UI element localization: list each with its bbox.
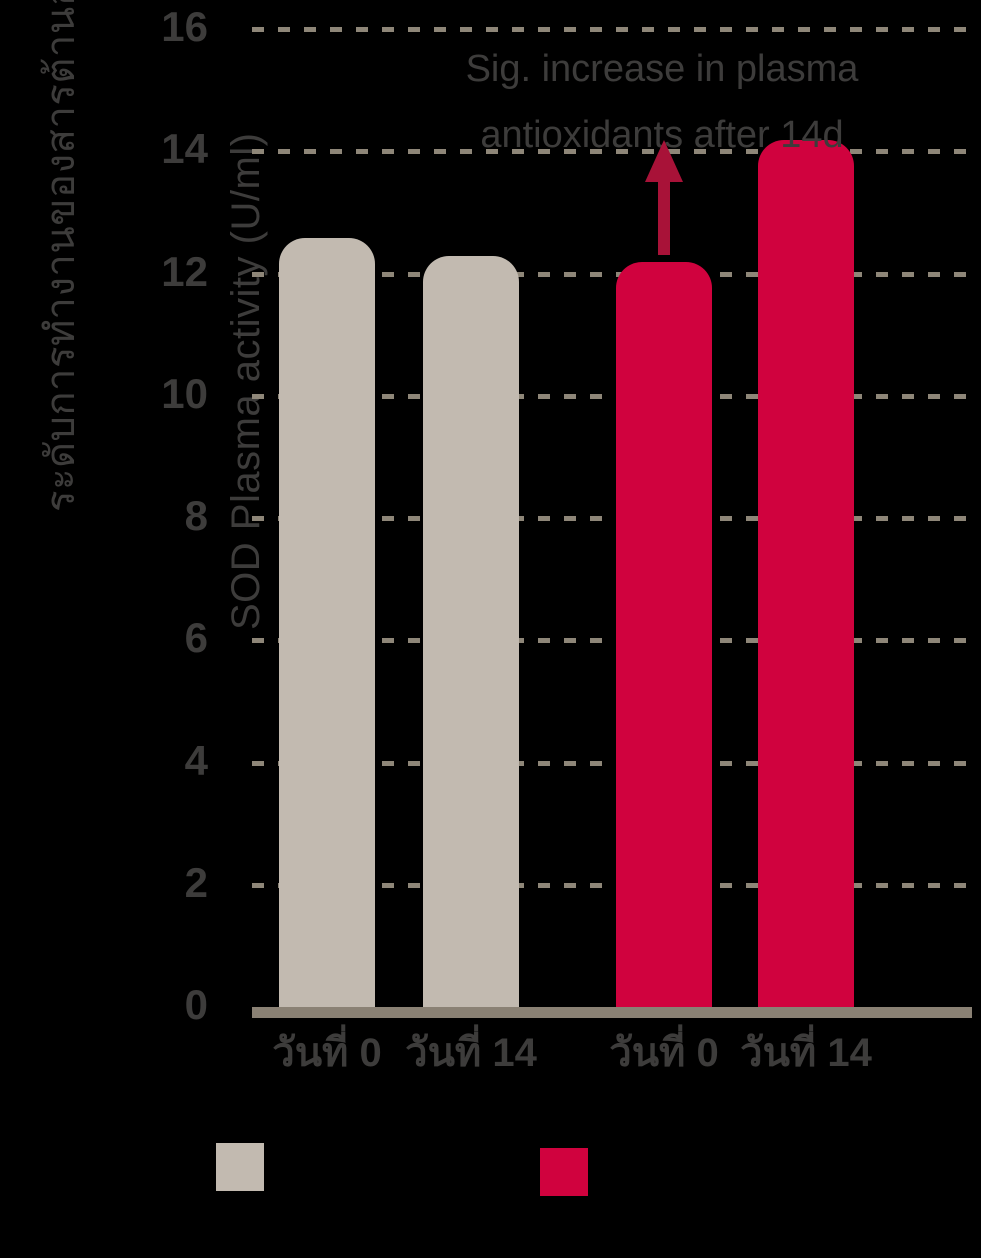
gridline-6: [252, 638, 975, 644]
x-axis-label-4: วันที่ 14: [740, 1031, 872, 1075]
gridline-2: [252, 882, 975, 888]
x-axis-label-3: วันที่ 0: [609, 1031, 719, 1075]
bar-3: [616, 262, 712, 1008]
y-tick-label-12: 12: [161, 247, 208, 295]
bar-4: [758, 140, 854, 1008]
legend-swatch-red: [540, 1148, 588, 1196]
gridline-4: [252, 760, 975, 766]
x-axis-label-2: วันที่ 14: [405, 1031, 537, 1075]
y-tick-label-0: 0: [184, 981, 208, 1028]
up-arrow-icon: [645, 140, 683, 255]
y-tick-label-14: 14: [161, 125, 208, 173]
x-axis-label-1: วันที่ 0: [272, 1031, 382, 1075]
gridline-14: [252, 149, 975, 155]
annotation-line-1: Sig. increase in plasma: [465, 48, 859, 90]
gridline-16: [252, 27, 975, 32]
y-tick-label-10: 10: [161, 369, 208, 417]
y-tick-label-8: 8: [184, 492, 208, 539]
y-tick-label-2: 2: [184, 858, 208, 906]
y-tick-label-6: 6: [184, 614, 208, 662]
y-axis-label-english: SOD Plasma activity (U/ml): [224, 132, 268, 631]
gridline-12: [252, 271, 975, 277]
bar-1: [279, 237, 375, 1008]
gridline-8: [252, 516, 975, 521]
x-axis-line: [252, 1007, 972, 1018]
y-tick-label-16: 16: [161, 3, 208, 50]
y-tick-label-4: 4: [184, 736, 208, 784]
gridline-10: [252, 393, 975, 399]
bar-2: [423, 256, 519, 1008]
legend-swatch-beige: [216, 1143, 264, 1191]
